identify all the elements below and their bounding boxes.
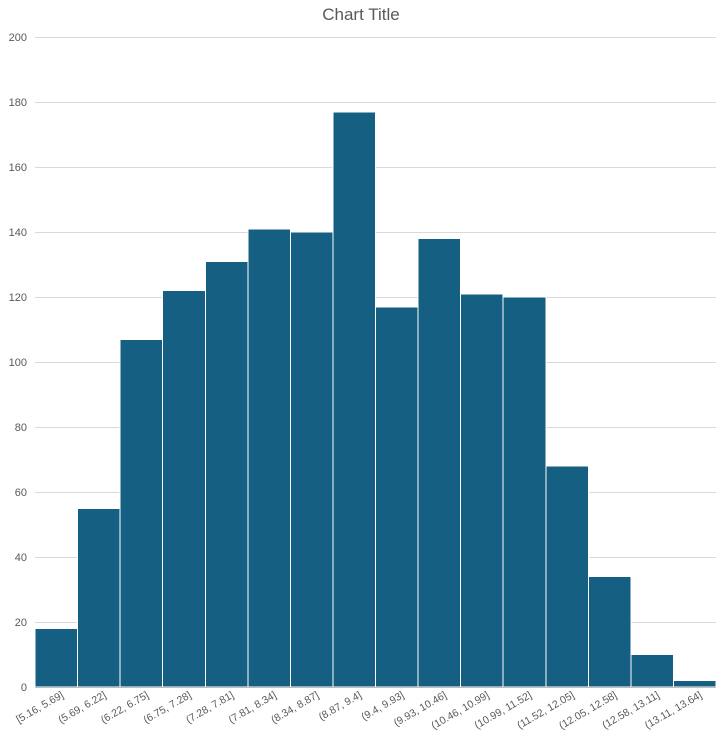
- y-tick-label: 200: [9, 32, 27, 44]
- histogram-bar: [77, 507, 121, 688]
- y-tick-label: 100: [9, 357, 27, 369]
- y-tick-label: 140: [9, 227, 27, 239]
- histogram-bar: [332, 111, 376, 688]
- y-axis-ticks: 0 20 40 60 80 100 120 140 160 180 200: [9, 32, 27, 694]
- histogram-bar: [672, 680, 717, 688]
- histogram-bar: [162, 290, 206, 688]
- x-axis-ticks: [5.16, 5.69](5.69, 6.22](6.22, 6.75](6.7…: [14, 689, 704, 732]
- y-tick-label: 120: [9, 292, 27, 304]
- histogram-bar: [247, 228, 291, 688]
- histogram-bar: [289, 231, 334, 688]
- y-tick-label: 60: [15, 487, 27, 499]
- y-tick-label: 40: [15, 552, 27, 564]
- histogram-bar: [34, 628, 79, 688]
- histogram-bar: [630, 654, 674, 688]
- x-tick-label: (8.87, 9.4]: [317, 689, 364, 723]
- y-tick-label: 0: [21, 682, 27, 694]
- histogram-bar: [587, 576, 632, 688]
- y-tick-label: 180: [9, 97, 27, 109]
- histogram-bar: [204, 260, 249, 688]
- x-tick-label: (8.34, 8.87]: [269, 689, 321, 726]
- histogram-bar: [545, 465, 589, 688]
- bars: [34, 111, 717, 688]
- histogram-bar: [119, 338, 164, 688]
- histogram-bar: [375, 306, 419, 688]
- histogram-bar: [417, 238, 462, 688]
- chart-title: Chart Title: [322, 5, 399, 24]
- y-tick-label: 80: [15, 422, 27, 434]
- histogram-bar: [502, 296, 547, 688]
- y-tick-label: 160: [9, 162, 27, 174]
- y-tick-label: 20: [15, 617, 27, 629]
- histogram-bar: [460, 293, 504, 688]
